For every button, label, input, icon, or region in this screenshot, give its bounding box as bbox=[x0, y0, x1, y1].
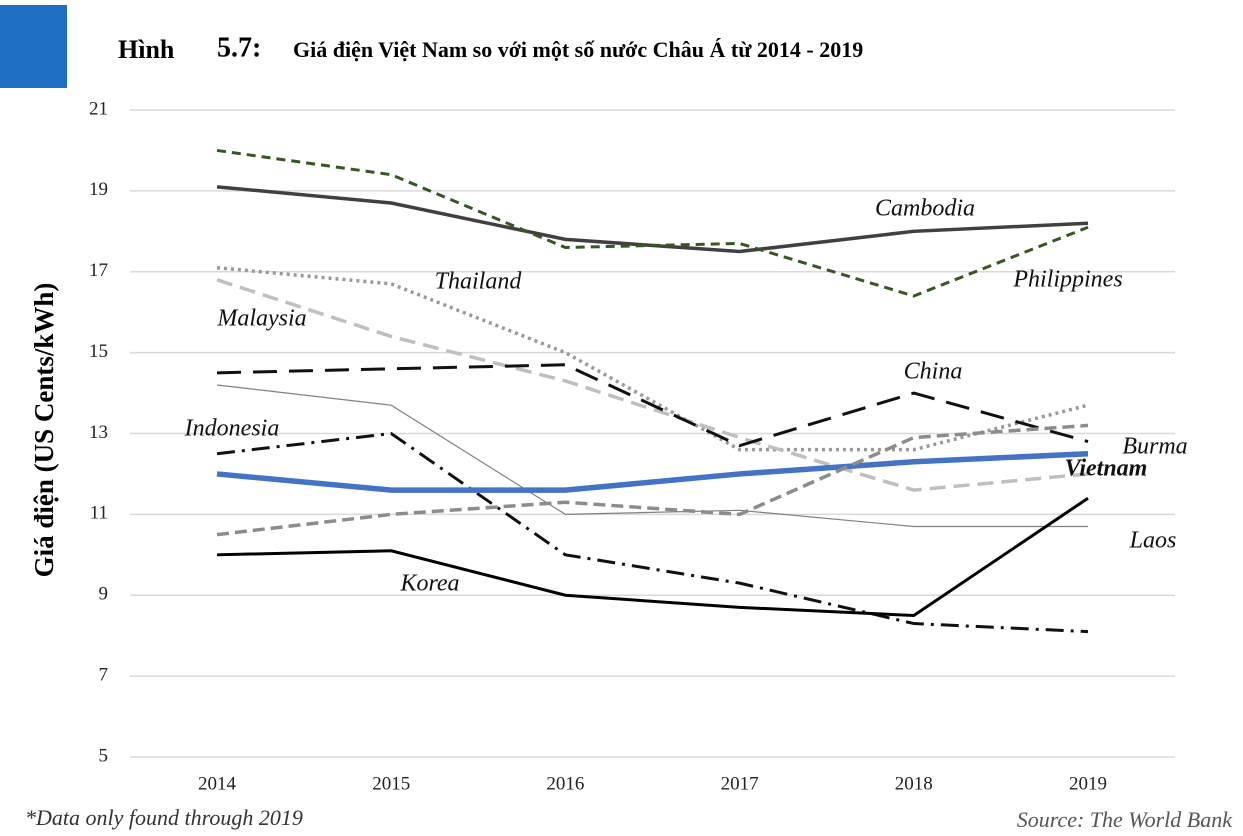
footnote: *Data only found through 2019 bbox=[25, 805, 303, 830]
series-line bbox=[216, 278, 1089, 492]
y-tick-label: 19 bbox=[89, 179, 108, 200]
series-line bbox=[216, 431, 1089, 634]
series-label: China bbox=[904, 359, 963, 385]
y-tick-label: 5 bbox=[99, 745, 109, 766]
y-tick-label: 17 bbox=[89, 260, 108, 281]
series-line bbox=[216, 148, 1089, 298]
chart-title: Giá điện Việt Nam so với một số nước Châ… bbox=[293, 37, 863, 62]
series-line bbox=[216, 384, 1088, 528]
y-tick-label: 15 bbox=[89, 341, 108, 362]
series-line bbox=[216, 363, 1089, 448]
y-tick-label: 7 bbox=[99, 664, 109, 685]
accent-block bbox=[0, 5, 67, 88]
series-label: Thailand bbox=[435, 269, 523, 295]
figure-label: Hình bbox=[118, 35, 175, 64]
y-axis-label: Giá điện (US Cents/kWh) bbox=[29, 283, 59, 578]
series-label: Korea bbox=[399, 571, 459, 597]
x-tick-label: 2015 bbox=[372, 773, 410, 794]
source: Source: The World Bank bbox=[1017, 807, 1234, 832]
y-tick-label: 11 bbox=[90, 503, 108, 524]
figure-number: 5.7: bbox=[217, 32, 261, 63]
x-tick-label: 2018 bbox=[895, 773, 933, 794]
series-label: Burma bbox=[1122, 434, 1187, 460]
series-label: Indonesia bbox=[184, 416, 280, 442]
y-tick-label: 13 bbox=[89, 422, 108, 443]
x-tick-label: 2014 bbox=[198, 773, 237, 794]
series-label: Philippines bbox=[1012, 267, 1122, 293]
x-tick-label: 2019 bbox=[1069, 773, 1107, 794]
y-tick-label: 21 bbox=[89, 98, 108, 119]
series-label: Cambodia bbox=[875, 196, 975, 222]
series-line bbox=[216, 423, 1089, 537]
y-tick-label: 9 bbox=[99, 584, 109, 605]
series-line bbox=[216, 496, 1089, 617]
x-tick-label: 2017 bbox=[721, 773, 759, 794]
series-line bbox=[216, 265, 1089, 452]
x-tick-label: 2016 bbox=[546, 773, 584, 794]
series-label: Malaysia bbox=[216, 306, 306, 332]
series-line bbox=[216, 450, 1089, 493]
series-label: Vietnam bbox=[1065, 456, 1148, 482]
series-label: Laos bbox=[1129, 528, 1177, 554]
